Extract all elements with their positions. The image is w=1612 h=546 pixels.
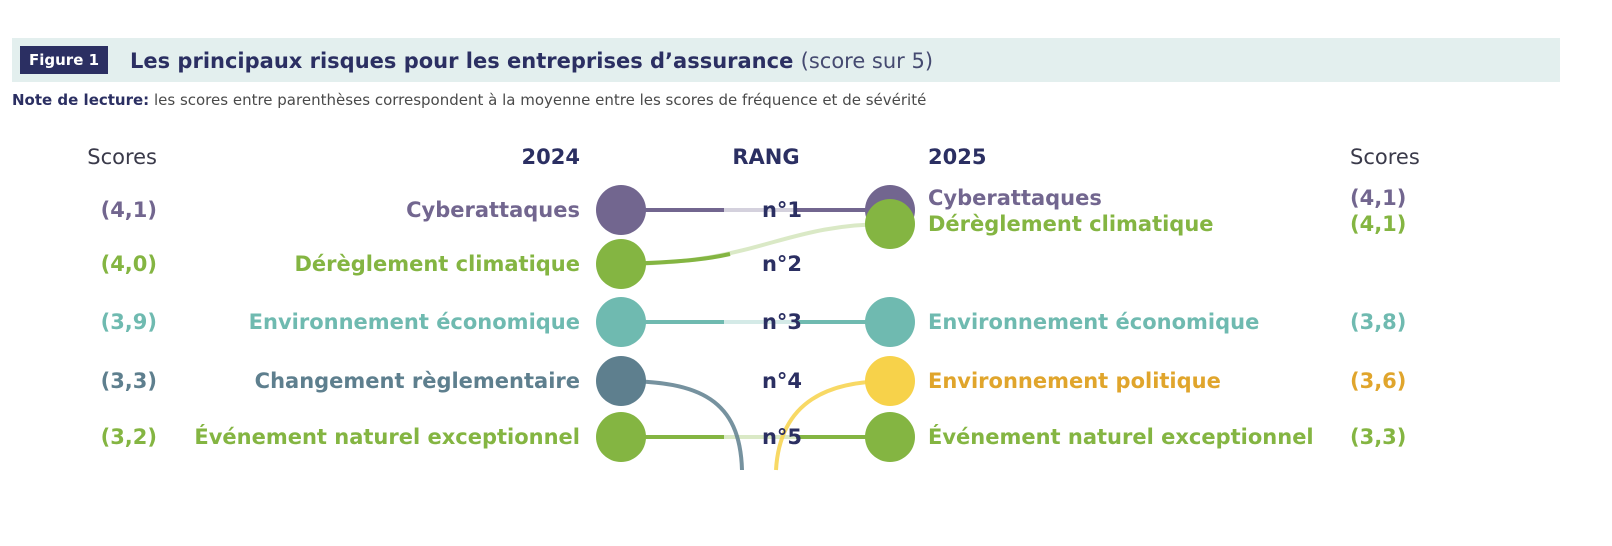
right-dot-5 [865,412,915,462]
header-year-left: 2024 [521,145,580,169]
left-score-3: (3,9) [100,310,157,334]
left-risk-4: Changement règlementaire [254,369,580,393]
left-risk-1: Cyberattaques [406,198,580,222]
rank-1: n°1 [761,198,803,222]
header-rank: RANG [732,145,800,169]
figure-subtitle: (score sur 5) [800,49,934,73]
figure-badge: Figure 1 [20,46,109,74]
header-year-right: 2025 [928,145,987,169]
left-risk-2: Dérèglement climatique [294,252,580,276]
header-scores-right: Scores [1350,145,1420,169]
rank-5: n°5 [761,425,803,449]
right-risk-3: Environnement économique [928,310,1260,334]
right-risk-2: Dérèglement climatique [928,212,1214,236]
right-score-1: (4,1) [1350,186,1407,210]
left-dot-2 [596,239,646,289]
right-dot-4 [865,356,915,406]
figure-title: Les principaux risques pour les entrepri… [130,47,933,75]
left-score-4: (3,3) [100,369,157,393]
rank-2: n°2 [761,252,803,276]
left-dot-5 [596,412,646,462]
title-banner [12,38,1560,82]
left-dot-3 [596,297,646,347]
left-score-5: (3,2) [100,425,157,449]
figure-title-main: Les principaux risques pour les entrepri… [130,49,794,73]
right-dot-2 [865,199,915,249]
reading-note: Note de lecture: les scores entre parent… [12,90,926,110]
right-score-3: (3,8) [1350,310,1407,334]
right-risk-5: Événement naturel exceptionnel [928,425,1314,449]
right-risk-1: Cyberattaques [928,186,1102,210]
right-risk-4: Environnement politique [928,369,1221,393]
left-risk-3: Environnement économique [248,310,580,334]
right-score-5: (3,3) [1350,425,1407,449]
link-reglementaire-exit [620,379,744,471]
left-score-1: (4,1) [100,198,157,222]
rank-4: n°4 [761,369,803,393]
left-dot-4 [596,356,646,406]
header-scores-left: Scores [87,145,157,169]
right-score-2: (4,1) [1350,212,1407,236]
right-dot-3 [865,297,915,347]
reading-note-label: Note de lecture: [12,91,150,109]
right-score-4: (3,6) [1350,369,1407,393]
left-risk-5: Événement naturel exceptionnel [194,425,580,449]
rank-3: n°3 [761,310,803,334]
left-dot-1 [596,185,646,235]
reading-note-text: les scores entre parenthèses corresponde… [153,91,927,109]
left-score-2: (4,0) [100,252,157,276]
